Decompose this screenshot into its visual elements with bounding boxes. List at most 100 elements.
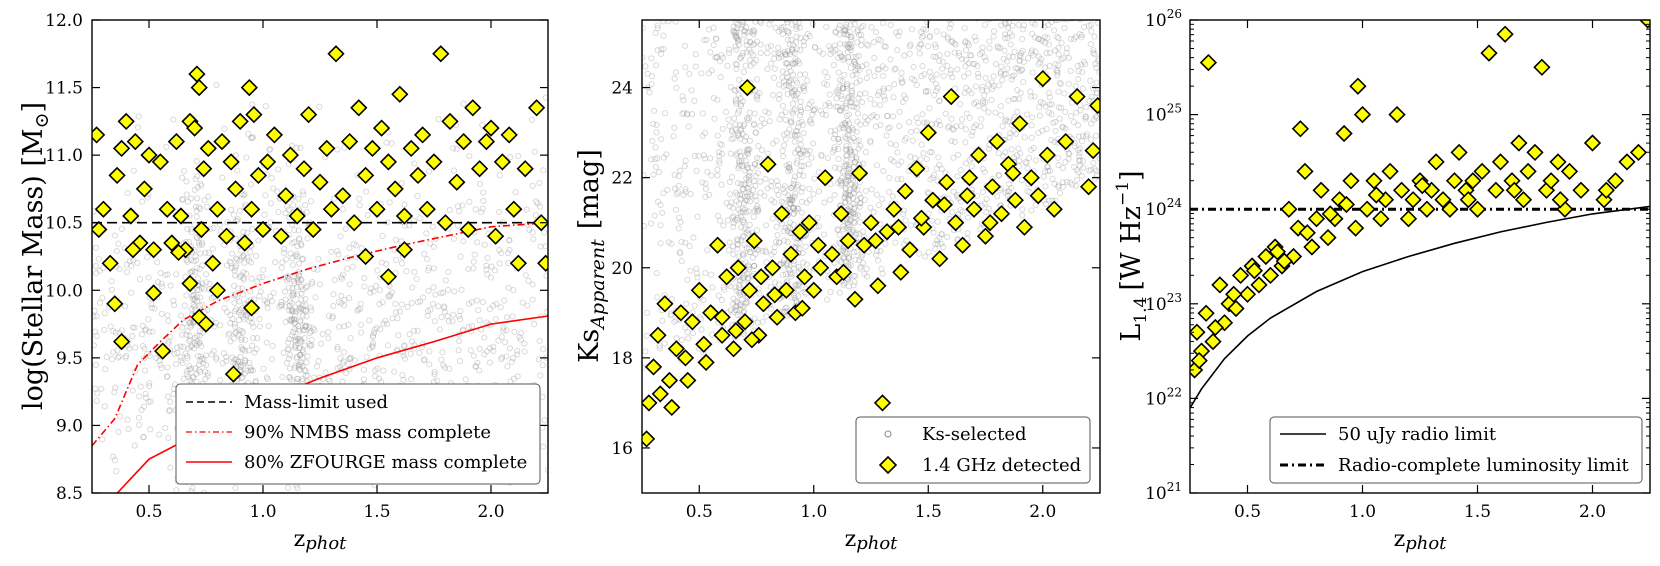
ks-selected-point (286, 302, 293, 309)
ks-selected-point (1076, 157, 1083, 164)
ks-selected-point (178, 312, 185, 319)
ks-selected-point (928, 121, 936, 128)
ks-selected-point (234, 167, 241, 174)
ks-selected-point (654, 47, 661, 54)
ks-selected-point (832, 131, 839, 138)
ks-selected-point (858, 31, 865, 38)
ks-selected-point (1083, 133, 1090, 140)
ks-selected-point (281, 288, 289, 295)
ks-selected-point (398, 180, 405, 187)
ks-selected-point (791, 295, 798, 302)
ks-selected-point (798, 188, 805, 195)
ks-selected-point (797, 98, 804, 105)
ks-selected-point (935, 13, 940, 18)
ks-selected-point (279, 373, 286, 380)
ks-selected-point (734, 237, 741, 244)
ks-selected-point (694, 274, 701, 281)
ks-selected-point (230, 335, 238, 342)
ks-selected-point (123, 261, 130, 268)
ks-selected-point (396, 308, 403, 315)
ks-selected-point (1027, 10, 1032, 15)
ks-selected-point (835, 69, 842, 76)
ks-selected-point (864, 117, 871, 124)
ks-selected-point (746, 198, 753, 205)
ks-selected-point (1011, 113, 1018, 121)
ks-selected-point (936, 122, 944, 129)
ks-selected-point (741, 27, 748, 34)
ks-selected-point (197, 357, 204, 364)
ks-selected-point (846, 126, 853, 134)
ks-selected-point (855, 95, 862, 102)
ks-selected-point (945, 35, 952, 43)
ks-selected-point (779, 102, 787, 109)
ks-selected-point (734, 299, 741, 306)
radio-detected-point (708, 236, 727, 254)
radio-detected-point (800, 214, 818, 232)
ks-selected-point (526, 226, 533, 233)
ks-selected-point (933, 120, 940, 127)
radio-detected-point (1211, 276, 1229, 294)
ks-selected-point (1052, 47, 1059, 54)
ks-selected-point (733, 189, 740, 196)
ks-selected-point (174, 344, 181, 351)
ks-selected-point (908, 75, 915, 82)
ks-selected-point (726, 46, 733, 53)
y-tick-label: 1024 (1145, 196, 1182, 220)
ks-selected-point (837, 257, 844, 264)
ks-selected-point (787, 184, 795, 191)
ks-selected-point (824, 296, 831, 303)
radio-detected-point (713, 326, 731, 344)
ks-selected-point (690, 234, 697, 241)
ks-selected-point (744, 147, 752, 154)
ks-selected-point (940, 72, 947, 79)
ks-selected-point (1093, 89, 1100, 96)
radio-detected-point (318, 139, 336, 158)
ks-selected-point (729, 214, 736, 221)
ks-selected-point (217, 377, 224, 384)
ks-selected-point (785, 29, 792, 36)
radio-detected-point (94, 200, 113, 218)
ks-selected-point (698, 326, 705, 333)
ks-selected-point (739, 49, 747, 57)
ks-selected-point (975, 102, 982, 109)
ks-selected-point (197, 205, 204, 212)
ks-selected-point (1015, 21, 1022, 28)
radio-detected-point (805, 281, 823, 299)
ks-selected-point (981, 200, 988, 207)
ks-selected-point (291, 239, 298, 246)
ks-selected-point (295, 227, 302, 234)
ks-selected-point (1035, 60, 1042, 67)
ks-selected-point (786, 51, 794, 58)
ks-selected-point (1052, 118, 1059, 125)
radio-detected-point (896, 182, 914, 200)
radio-detected-point (1358, 200, 1376, 218)
ks-selected-point (891, 81, 898, 88)
ks-selected-point (772, 24, 779, 31)
ks-selected-point (778, 26, 785, 33)
ks-selected-point (232, 329, 240, 336)
ks-selected-point (193, 294, 201, 301)
ks-selected-point (900, 210, 907, 218)
ks-selected-point (378, 259, 385, 266)
ks-selected-point (510, 375, 517, 382)
ks-selected-point (291, 277, 298, 284)
ks-selected-point (1072, 82, 1079, 89)
ks-selected-point (798, 153, 805, 160)
ks-selected-point (733, 302, 740, 310)
ks-selected-point (1030, 52, 1037, 59)
ks-selected-point (717, 20, 721, 21)
ks-selected-point (294, 253, 301, 260)
ks-selected-point (1046, 94, 1053, 101)
ks-selected-point (985, 9, 990, 14)
ks-selected-point (775, 96, 783, 103)
ks-selected-point (792, 12, 797, 17)
ks-selected-point (738, 296, 745, 303)
ks-selected-point (743, 270, 751, 277)
ks-selected-point (821, 199, 828, 206)
ks-selected-point (780, 308, 787, 315)
ks-selected-point (330, 291, 337, 298)
ks-selected-point (131, 324, 138, 331)
ks-selected-point (796, 71, 804, 78)
ks-selected-point (267, 145, 274, 153)
ks-selected-point (350, 240, 358, 248)
